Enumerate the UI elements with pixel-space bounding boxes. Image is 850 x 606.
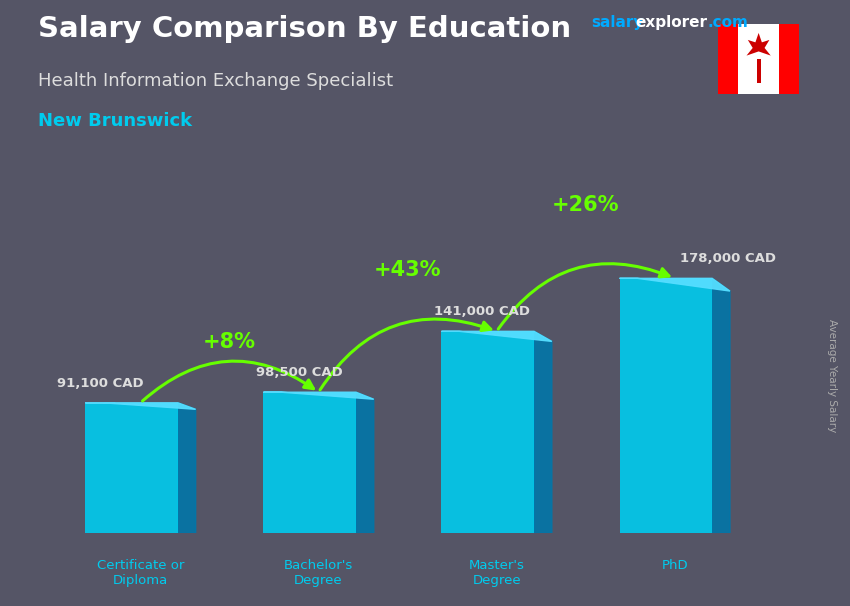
Text: Certificate or
Diploma: Certificate or Diploma bbox=[97, 559, 184, 587]
Text: 141,000 CAD: 141,000 CAD bbox=[434, 305, 530, 318]
Text: 98,500 CAD: 98,500 CAD bbox=[256, 366, 343, 379]
Text: explorer: explorer bbox=[636, 15, 708, 30]
Bar bbox=[264, 392, 356, 533]
Text: Health Information Exchange Specialist: Health Information Exchange Specialist bbox=[38, 72, 394, 90]
Text: .com: .com bbox=[707, 15, 748, 30]
Polygon shape bbox=[620, 278, 730, 291]
Polygon shape bbox=[712, 278, 730, 533]
Text: PhD: PhD bbox=[661, 559, 688, 572]
Polygon shape bbox=[746, 33, 771, 56]
Text: Bachelor's
Degree: Bachelor's Degree bbox=[284, 559, 353, 587]
Text: 91,100 CAD: 91,100 CAD bbox=[57, 377, 144, 390]
Bar bbox=[739, 24, 779, 94]
Polygon shape bbox=[441, 331, 552, 341]
FancyArrowPatch shape bbox=[320, 319, 490, 390]
Text: +43%: +43% bbox=[374, 260, 441, 280]
Text: Average Yearly Salary: Average Yearly Salary bbox=[827, 319, 837, 432]
Polygon shape bbox=[85, 403, 196, 409]
Bar bbox=[620, 278, 712, 533]
Text: salary: salary bbox=[591, 15, 643, 30]
FancyArrowPatch shape bbox=[143, 361, 314, 401]
Text: Salary Comparison By Education: Salary Comparison By Education bbox=[38, 15, 571, 43]
Text: +26%: +26% bbox=[552, 195, 620, 215]
Bar bbox=[85, 403, 178, 533]
Text: New Brunswick: New Brunswick bbox=[38, 112, 192, 130]
Text: +8%: +8% bbox=[203, 332, 256, 352]
Bar bbox=[441, 331, 534, 533]
Bar bbox=[756, 59, 761, 84]
Polygon shape bbox=[178, 403, 196, 533]
Polygon shape bbox=[534, 331, 552, 533]
Polygon shape bbox=[264, 392, 374, 399]
Text: 178,000 CAD: 178,000 CAD bbox=[680, 253, 776, 265]
Text: Master's
Degree: Master's Degree bbox=[468, 559, 524, 587]
FancyArrowPatch shape bbox=[498, 264, 669, 329]
Polygon shape bbox=[356, 392, 374, 533]
